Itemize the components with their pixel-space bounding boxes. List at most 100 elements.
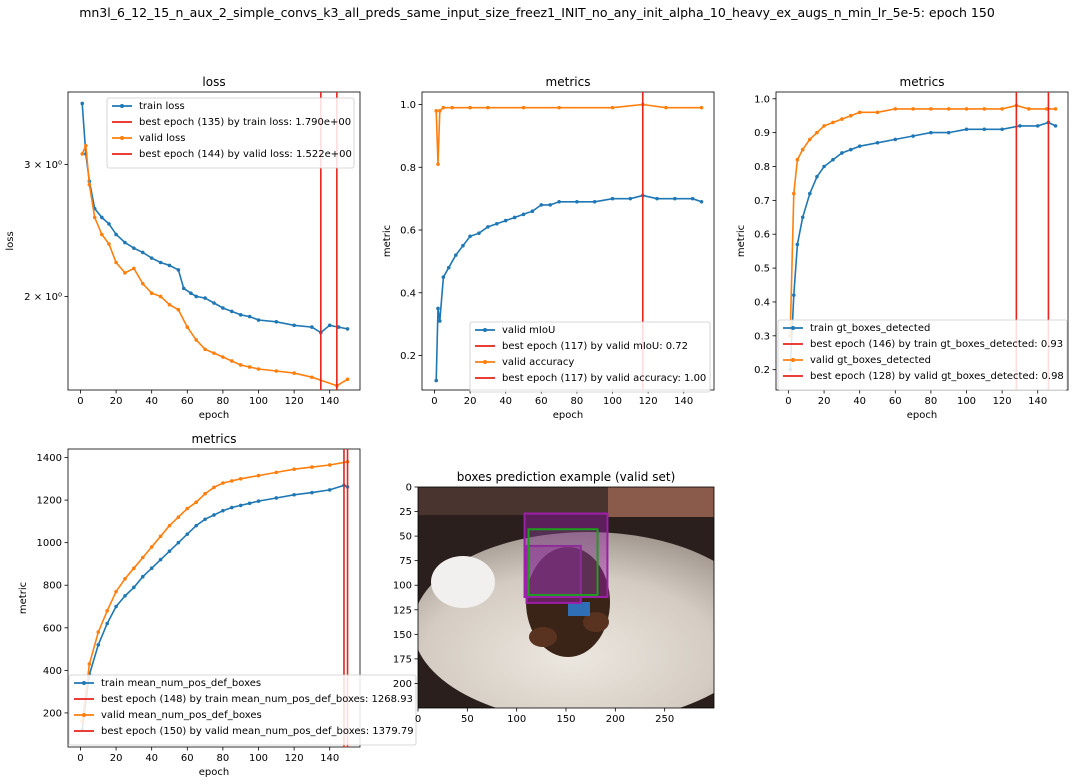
y-tick-label: 0.5 (754, 264, 770, 275)
data-point (911, 134, 915, 138)
y-tick-label: 0.9 (754, 128, 770, 139)
data-point (857, 144, 862, 148)
y-axis-label: metric (382, 225, 393, 257)
x-tick-label: 100 (249, 396, 268, 407)
data-point (167, 549, 172, 553)
image-plush-toy (431, 556, 495, 608)
data-point (274, 470, 279, 475)
legend-label: best epoch (135) by train loss: 1.790e+0… (139, 117, 351, 128)
data-point (964, 107, 969, 111)
data-point (158, 260, 163, 265)
data-point (815, 174, 819, 179)
data-point (964, 127, 969, 132)
y-tick-label: 150 (393, 630, 412, 641)
data-point (982, 127, 987, 132)
x-tick-label: 60 (181, 753, 194, 764)
data-point (1027, 107, 1031, 111)
data-point (194, 294, 198, 299)
y-tick-label: 2 × 10⁰ (24, 292, 62, 303)
y-tick-label: 1.0 (400, 100, 416, 111)
data-point (610, 105, 615, 110)
y-tick-label: 200 (43, 708, 62, 719)
data-point (792, 191, 796, 196)
figure-title: mn3l_6_12_15_n_aux_2_simple_convs_k3_all… (79, 5, 995, 20)
data-point (1035, 124, 1040, 128)
data-point (149, 291, 154, 296)
x-axis-label: epoch (199, 767, 229, 778)
data-point (893, 137, 898, 142)
panel-metrics_iou: metrics 0 20 40 60 80 100 120 140 0.2 0.4 0.6 0.8 1.0… (382, 75, 715, 421)
panel-title: metrics (900, 75, 945, 89)
legend-label: train loss (139, 101, 185, 112)
legend-marker (120, 104, 124, 108)
data-point (176, 307, 181, 312)
data-point (655, 196, 659, 201)
data-point (230, 309, 234, 314)
data-point (238, 477, 243, 481)
legend-marker (791, 326, 795, 330)
legend-marker (82, 681, 86, 685)
data-point (699, 105, 704, 110)
data-point (310, 375, 314, 380)
data-point (436, 162, 440, 166)
data-point (486, 225, 490, 229)
y-tick-label: 0.8 (754, 162, 770, 173)
x-tick-label: 250 (655, 714, 674, 725)
x-tick-label: 100 (249, 753, 268, 764)
x-tick-label: 50 (461, 714, 474, 725)
data-point (189, 291, 193, 296)
data-point (822, 164, 826, 169)
data-point (292, 371, 296, 375)
x-tick-label: 0 (785, 396, 791, 407)
y-tick-label: 1200 (37, 496, 62, 507)
legend-label: train mean_num_pos_def_boxes (101, 678, 261, 689)
y-tick-label: 0.3 (754, 331, 770, 342)
data-point (831, 120, 835, 125)
data-point (808, 191, 812, 196)
data-point (831, 157, 835, 162)
data-point (274, 496, 279, 500)
data-point (310, 325, 314, 329)
image-dog-paw (529, 627, 557, 647)
data-point (848, 113, 853, 118)
panel-title: metrics (546, 75, 591, 89)
data-point (795, 157, 800, 162)
y-axis-label: loss (5, 231, 16, 250)
data-point (848, 147, 853, 152)
x-tick-label: 0 (415, 714, 421, 725)
data-point (840, 117, 844, 121)
y-tick-label: 0 (406, 483, 412, 494)
gt-box (527, 528, 599, 597)
x-tick-label: 60 (889, 396, 902, 407)
legend-label: best epoch (150) by valid mean_num_pos_d… (101, 726, 414, 737)
data-point (857, 110, 862, 115)
data-point (1018, 124, 1022, 128)
data-point (982, 107, 987, 111)
legend-marker (120, 136, 124, 140)
data-point (557, 105, 561, 110)
x-axis-label: epoch (907, 410, 937, 421)
data-point (203, 296, 207, 300)
data-point (140, 250, 145, 255)
data-point (840, 151, 844, 155)
legend-label: best epoch (146) by train gt_boxes_detec… (810, 339, 1063, 350)
axes-frame (67, 91, 361, 391)
data-point (345, 327, 350, 331)
data-point (107, 242, 111, 246)
data-point (230, 479, 234, 483)
legend-label: valid loss (139, 133, 185, 144)
data-point (96, 643, 101, 647)
data-point (274, 319, 279, 324)
data-point (1053, 107, 1058, 111)
panel-title: metrics (192, 432, 237, 446)
data-point (167, 523, 172, 528)
data-point (539, 203, 544, 207)
y-tick-label: 1.0 (754, 94, 770, 105)
data-point (256, 318, 261, 322)
legend-label: valid accuracy (502, 357, 574, 368)
x-tick-label: 140 (674, 396, 693, 407)
data-point (80, 101, 85, 106)
y-tick-label: 1000 (37, 538, 62, 549)
data-point (114, 260, 118, 265)
legend-box (106, 97, 355, 169)
